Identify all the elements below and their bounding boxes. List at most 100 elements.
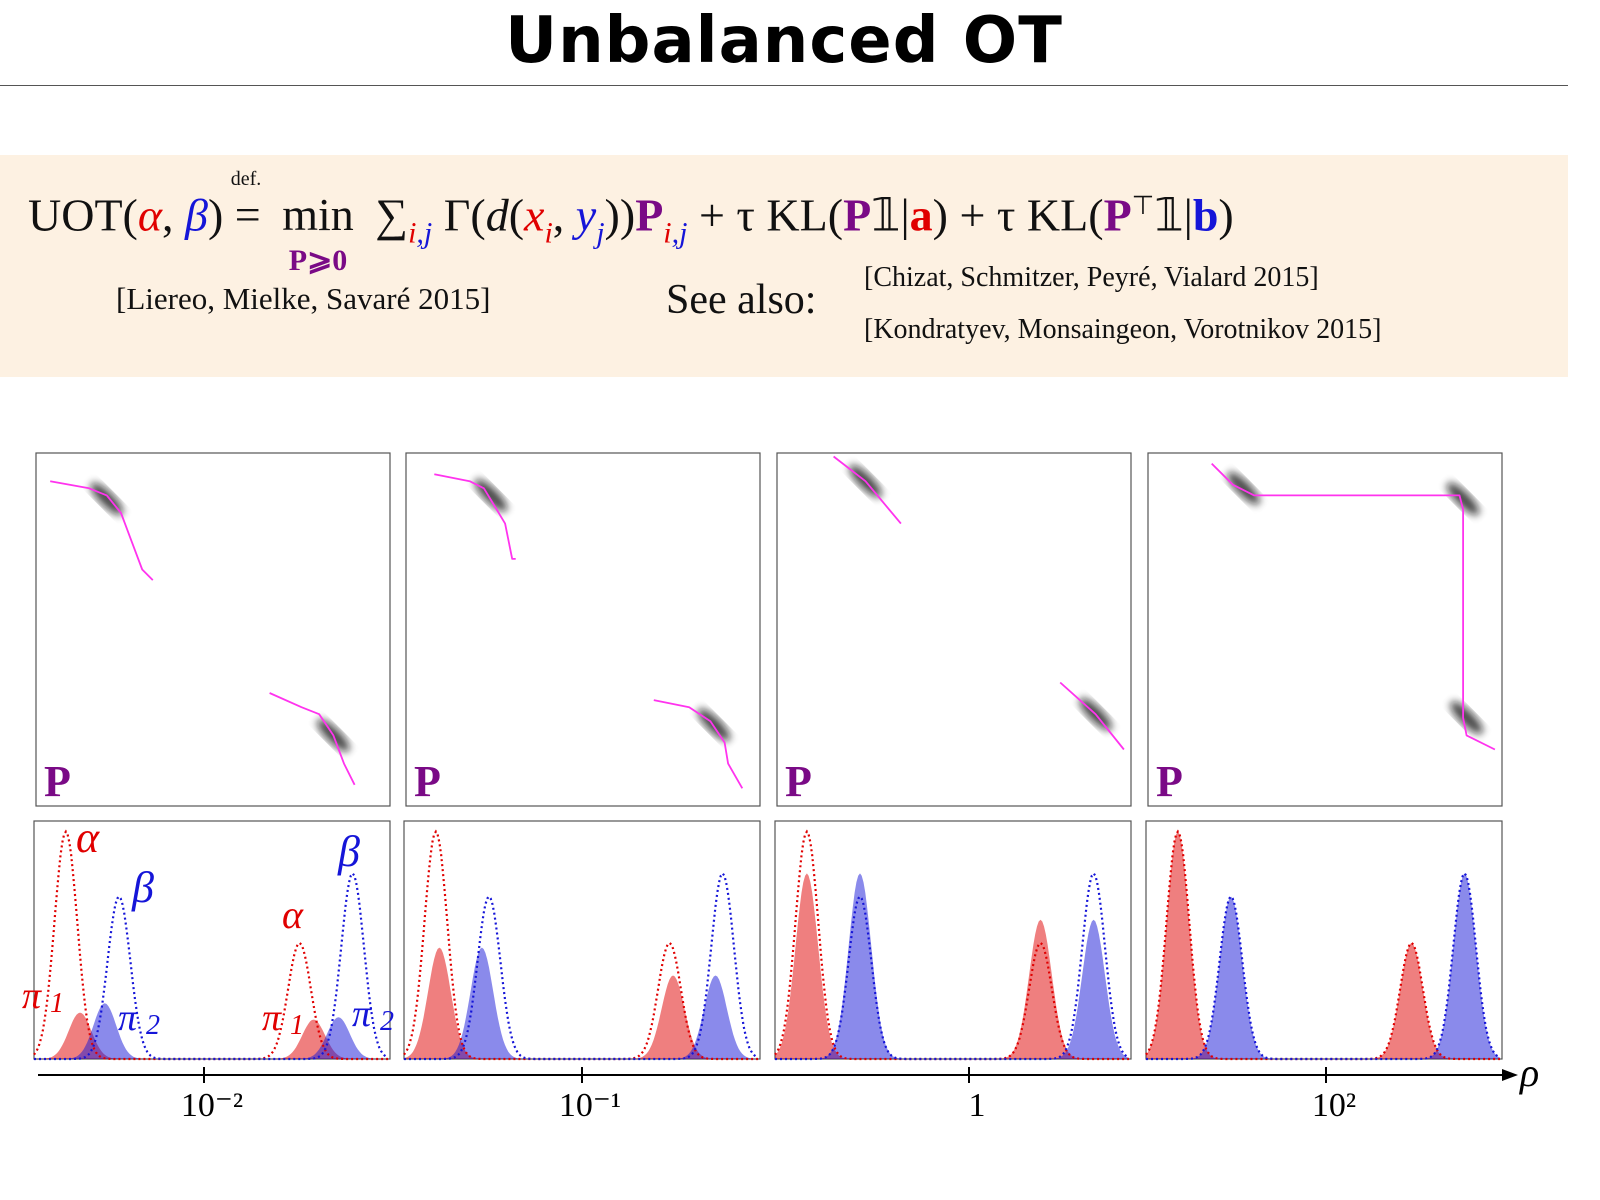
plan-frame	[405, 452, 761, 807]
plan-support-curve	[833, 455, 902, 525]
plan-support-curve	[653, 699, 744, 789]
f-close3: )	[932, 189, 948, 241]
f-Pi: i	[663, 216, 672, 250]
f-beta: β	[185, 189, 208, 241]
f-one: 𝟙|	[871, 189, 910, 241]
pi1-fill	[775, 873, 1129, 1059]
axis-tick-label: 10⁻¹	[559, 1087, 621, 1124]
pi1-fill	[404, 947, 758, 1059]
f-close4: )	[1218, 189, 1234, 241]
marginal-frame	[774, 820, 1132, 1060]
f-x: x	[524, 189, 545, 241]
plan-frame	[1147, 452, 1503, 807]
f-eq: =	[234, 189, 261, 241]
plan-mass-blob	[1450, 701, 1483, 735]
marginal-frame	[403, 820, 761, 1060]
transport-plan-panel: P	[35, 452, 391, 807]
plan-support-curve	[269, 692, 356, 786]
pi2-label: π	[118, 997, 138, 1039]
formula-box	[0, 155, 1568, 377]
f-sum: ∑	[375, 189, 409, 241]
f-d: d	[485, 189, 509, 241]
f-gamma: Γ(	[432, 189, 486, 241]
pi2-sub-label: 2	[380, 1006, 394, 1037]
pi1-fill	[1146, 831, 1500, 1059]
title-divider	[0, 85, 1568, 86]
pi1-sub-label: 1	[290, 1010, 304, 1041]
plan-support-curve	[1211, 462, 1496, 751]
plan-mass-blob	[90, 482, 124, 516]
f-min: min P⩾0	[282, 189, 354, 277]
f-min-text: min	[282, 189, 354, 241]
plan-mass-blob	[1227, 471, 1260, 505]
alpha-label: α	[282, 892, 304, 937]
transport-plan-panel: P	[1147, 452, 1503, 807]
pi2-fill	[404, 947, 758, 1059]
f-sum-j: ,j	[416, 216, 433, 250]
f-y: y	[575, 189, 597, 241]
plan-frame	[35, 452, 391, 807]
marginal-frame	[33, 820, 391, 1060]
pi2-fill	[775, 873, 1129, 1059]
plan-support-curve	[50, 480, 154, 581]
transport-plan-panel: P	[405, 452, 761, 807]
plan-mass-blob	[1446, 482, 1480, 516]
axis-tick-label: 10²	[1312, 1087, 1356, 1124]
pi2-fill	[1146, 873, 1500, 1059]
f-paren: (	[508, 189, 525, 241]
pi1-label: π	[22, 975, 42, 1017]
pi2-label: π	[352, 993, 372, 1035]
pi2-sub-label: 2	[146, 1010, 160, 1041]
pi1-fill	[34, 1012, 388, 1059]
beta-label: β	[131, 863, 154, 912]
transport-plan-panel: P	[776, 452, 1132, 807]
f-sum-i: i	[408, 216, 417, 250]
plan-label: P	[44, 757, 71, 806]
marginal-panel	[1145, 820, 1503, 1061]
f-P: P	[635, 189, 664, 241]
see-also-label: See also:	[666, 277, 817, 323]
f-term2: + τ KL(	[947, 189, 1104, 241]
f-comma: ,	[162, 189, 186, 241]
f-close2: ))	[604, 189, 636, 241]
f-lhs: UOT(	[28, 189, 138, 241]
plan-frame	[776, 452, 1132, 807]
axis-tick-label: 1	[969, 1087, 986, 1124]
pi1-label: π	[262, 997, 282, 1039]
plan-label: P	[414, 757, 441, 806]
f-close: )	[207, 189, 224, 241]
marginal-panel	[403, 820, 761, 1061]
alpha-dotted	[774, 829, 1129, 1061]
beta-label: β	[337, 827, 360, 876]
axis-label-rho: ρ	[1518, 1050, 1539, 1095]
axis-tick-label: 10⁻²	[181, 1087, 243, 1124]
f-b: b	[1192, 189, 1219, 241]
alpha-dotted	[33, 829, 388, 1061]
axis-arrow	[1502, 1069, 1518, 1081]
f-transpose: ⊤	[1131, 191, 1155, 220]
pi2-fill	[34, 1003, 388, 1059]
plan-label: P	[1156, 757, 1183, 806]
ref-main: [Liereo, Mielke, Savaré 2015]	[116, 281, 491, 316]
f-defeq: def. =	[231, 169, 262, 241]
f-def: def.	[230, 168, 262, 191]
marginal-frame	[1145, 820, 1503, 1060]
f-a: a	[909, 189, 933, 241]
plan-support-curve	[434, 473, 516, 560]
uot-formula: UOT(α, β) def. = min P⩾0 ∑i,j Γ(d(xi, yj))…	[28, 169, 1234, 277]
f-min-sub: P⩾0	[288, 244, 348, 278]
f-yj: j	[596, 216, 605, 250]
alpha-label: α	[76, 813, 100, 862]
plan-support-curve	[1059, 681, 1125, 751]
f-comma2: ,	[552, 189, 576, 241]
f-Pj: ,j	[671, 216, 688, 250]
marginal-panel	[774, 820, 1132, 1061]
f-one2: 𝟙|	[1154, 189, 1193, 241]
pi1-sub-label: 1	[50, 988, 64, 1019]
f-xi: i	[544, 216, 553, 250]
f-P1: P	[843, 189, 872, 241]
f-term1: + τ KL(	[687, 189, 844, 241]
plan-mass-blob	[697, 708, 731, 742]
